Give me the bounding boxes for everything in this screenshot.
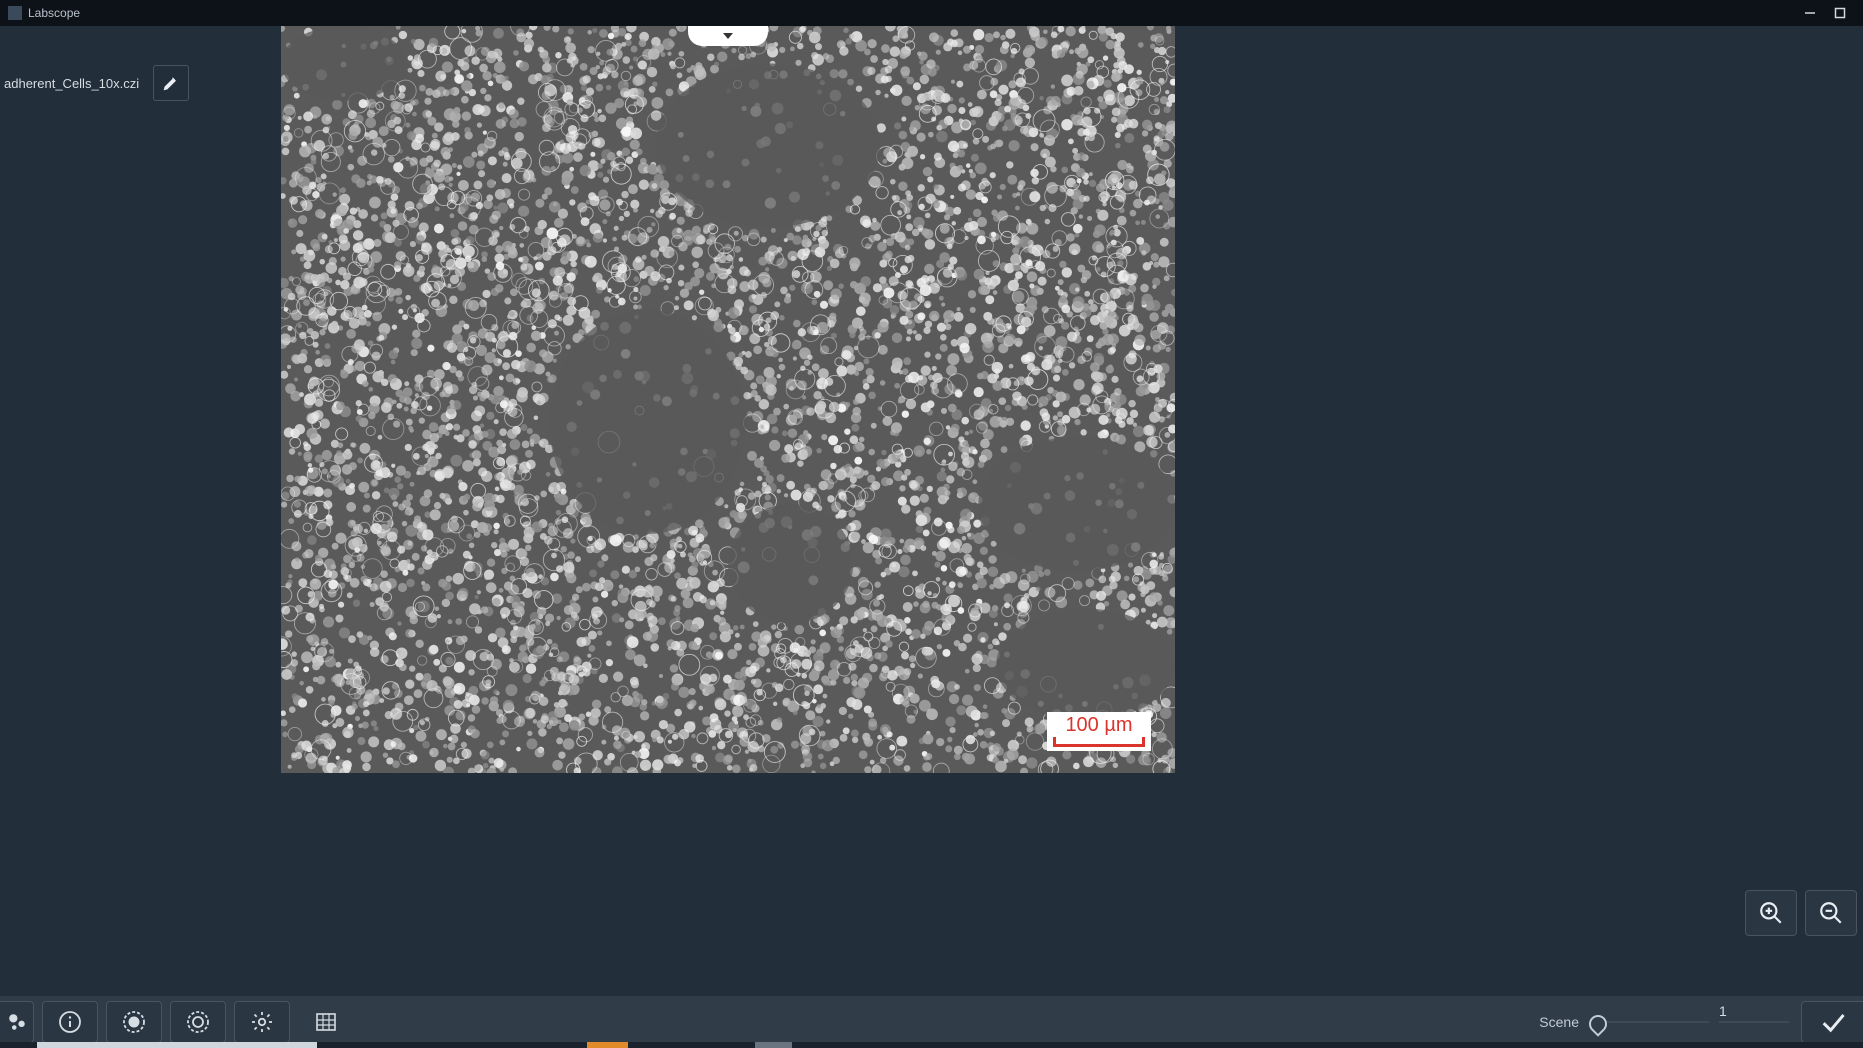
analysis-tool-button[interactable] bbox=[0, 1001, 34, 1043]
progress-strip bbox=[0, 1042, 1863, 1048]
zoom-in-button[interactable] bbox=[1745, 890, 1797, 936]
app-icon bbox=[8, 6, 22, 20]
scale-bar-label: 100 µm bbox=[1053, 714, 1145, 737]
dropdown-handle[interactable] bbox=[688, 26, 768, 46]
settings-button[interactable] bbox=[234, 1001, 290, 1043]
app-title: Labscope bbox=[28, 6, 80, 20]
microscopy-image-viewport[interactable]: 100 µm bbox=[281, 26, 1175, 773]
info-button[interactable] bbox=[42, 1001, 98, 1043]
table-view-button[interactable] bbox=[298, 1001, 354, 1043]
microscopy-image bbox=[281, 26, 1175, 773]
scene-number-field[interactable]: 1 bbox=[1719, 1021, 1789, 1023]
bottom-toolbar: Scene 1 bbox=[0, 996, 1863, 1048]
file-name: adherent_Cells_10x.czi bbox=[0, 72, 143, 95]
confirm-button[interactable] bbox=[1801, 1001, 1863, 1043]
cell-mask-solid-button[interactable] bbox=[106, 1001, 162, 1043]
file-tab[interactable]: adherent_Cells_10x.czi bbox=[0, 65, 189, 101]
titlebar: Labscope bbox=[0, 0, 1863, 26]
workspace: adherent_Cells_10x.czi 100 µm bbox=[0, 26, 1863, 996]
scale-bar: 100 µm bbox=[1047, 712, 1151, 751]
scene-number: 1 bbox=[1719, 1003, 1727, 1019]
zoom-out-button[interactable] bbox=[1805, 890, 1857, 936]
minimize-button[interactable] bbox=[1795, 2, 1825, 24]
maximize-button[interactable] bbox=[1825, 2, 1855, 24]
zoom-panel bbox=[1745, 890, 1857, 936]
edit-filename-button[interactable] bbox=[153, 65, 189, 101]
scene-control: Scene 1 bbox=[1539, 1014, 1789, 1030]
scale-bar-line bbox=[1053, 737, 1145, 747]
cell-mask-outline-button[interactable] bbox=[170, 1001, 226, 1043]
scene-label: Scene bbox=[1539, 1014, 1579, 1030]
file-tab-strip: adherent_Cells_10x.czi bbox=[0, 61, 189, 105]
scene-slider[interactable] bbox=[1589, 1021, 1709, 1023]
